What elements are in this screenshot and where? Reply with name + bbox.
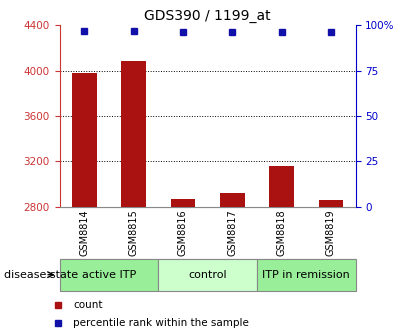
Text: disease state: disease state [4, 270, 78, 280]
Text: count: count [73, 300, 103, 310]
Bar [171, 199, 195, 207]
Bar [220, 193, 245, 207]
Bar [72, 73, 97, 207]
Text: control: control [188, 270, 227, 280]
Bar [158, 259, 257, 291]
Text: percentile rank within the sample: percentile rank within the sample [73, 318, 249, 328]
Title: GDS390 / 1199_at: GDS390 / 1199_at [144, 9, 271, 23]
Bar [60, 259, 158, 291]
Bar [269, 166, 294, 207]
Bar [257, 259, 356, 291]
Text: active ITP: active ITP [82, 270, 136, 280]
Text: GSM8814: GSM8814 [79, 209, 89, 256]
Text: GSM8815: GSM8815 [129, 209, 139, 256]
Text: GSM8817: GSM8817 [227, 209, 237, 256]
Bar [121, 61, 146, 207]
Text: GSM8819: GSM8819 [326, 209, 336, 256]
Text: ITP in remission: ITP in remission [262, 270, 350, 280]
Bar [319, 200, 343, 207]
Text: GSM8818: GSM8818 [277, 209, 286, 256]
Text: GSM8816: GSM8816 [178, 209, 188, 256]
